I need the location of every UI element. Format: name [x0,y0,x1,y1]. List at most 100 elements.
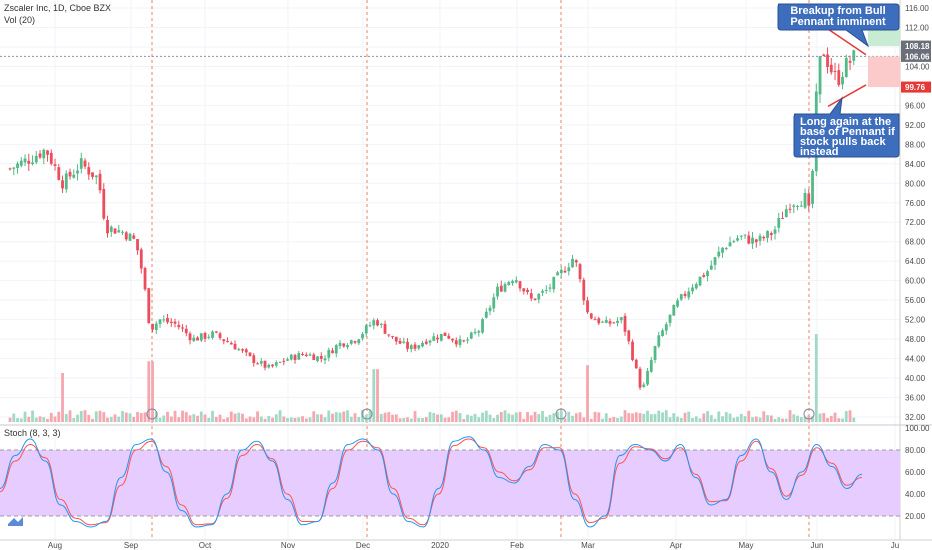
candle-body [147,288,151,324]
volume-bar [612,417,616,422]
time-tick-label: Feb [510,541,524,550]
candle-body [567,267,571,272]
volume-bar [593,411,597,422]
volume-bar [169,416,173,422]
volume-bar [443,417,447,422]
candle-body [319,355,323,359]
price-badge-current [901,50,931,62]
candle-body [143,267,147,290]
candle-body [173,321,177,324]
volume-bar [657,410,661,422]
volume-bar [627,413,631,422]
price-tick-label: 88.00 [905,140,926,149]
volume-bar [574,413,578,422]
candle-body [53,164,57,166]
time-axis[interactable]: Aug Sep Oct Nov Dec 2020 Feb Mar Apr May Jun Ju [48,541,899,550]
volume-bar [439,414,443,422]
volume-bar [244,418,248,422]
price-axis[interactable]: 32.00 36.00 40.00 44.00 48.00 52.00 56.00 60.00… [901,4,931,422]
stoch-band [0,450,900,516]
volume-bar [218,414,222,422]
candle-body [706,271,709,277]
candle-body [297,353,301,360]
volume-bar [466,414,469,422]
candle-body [237,349,241,351]
price-tick-label: 104.00 [905,62,930,71]
candle-body [642,384,646,388]
volume-bar [117,416,121,422]
candle-body [154,323,158,330]
candle-body [19,160,23,166]
candle-body [668,314,672,323]
volume-bar [762,411,766,422]
note-bottom-line: base of Pennant if [800,126,895,138]
volume-bar [151,361,154,422]
candle-body [507,282,511,285]
note-top-line: Pennant imminent [790,16,886,28]
volume-bar [121,411,124,422]
candle-body [848,60,852,63]
candle-body [533,298,537,300]
candle-body [646,370,649,385]
price-tick-label: 48.00 [905,335,926,344]
candle-body [361,333,364,339]
candle-body [196,337,199,341]
volume-bar [717,411,721,422]
volume-bar [323,417,327,422]
candle-body [773,229,777,234]
candle-body [837,70,841,85]
volume-bar [57,411,61,422]
volume-bar [649,414,653,422]
candle-body [616,320,619,323]
volume-bar [541,411,544,422]
volume-bar [402,418,406,422]
candle-body [552,277,556,290]
candle-body [282,360,286,362]
volume-bar [829,415,833,422]
volume-bar [289,417,293,422]
candle-body [91,172,94,177]
candle-body [301,353,304,355]
candle-body [484,311,488,318]
volume-bar [53,416,57,422]
volume-bar [751,417,754,422]
volume-bar [784,418,788,422]
candle-body [661,330,664,336]
volume-bar [582,417,586,422]
volume-bar [181,410,184,422]
volume-bar [106,417,109,422]
volume-bar [698,418,702,422]
candle-body [852,50,856,61]
price-tick-label: 64.00 [905,257,926,266]
candle-body [766,231,769,238]
time-tick-label: 2020 [431,541,449,550]
candle-body [409,345,413,350]
candle-body [177,324,181,328]
candle-body [466,339,469,341]
volume-bar [758,417,762,422]
volume-bar [379,413,383,422]
candle-body [698,276,702,286]
volume-bar [136,412,139,422]
candle-body [559,269,563,274]
candle-body [608,321,612,324]
volume-bar [256,411,259,422]
price-badge-label: 99.76 [905,83,926,92]
stoch-tick-label: 20.00 [905,512,926,521]
candle-body [447,335,451,339]
candle-body [46,150,49,155]
candle-body [398,340,402,344]
volume-bar [312,411,316,422]
candle-body [267,364,271,368]
stoch-axis[interactable]: 20.00 40.00 60.00 80.00 100.00 [905,424,930,521]
volume-bar [38,416,42,422]
candle-body [12,167,16,169]
volume-bar [308,417,312,422]
volume-bar [586,365,589,422]
candle-body [488,307,492,312]
candle-body [713,257,717,265]
volume-bar [319,414,323,422]
volume-bar [653,414,657,422]
